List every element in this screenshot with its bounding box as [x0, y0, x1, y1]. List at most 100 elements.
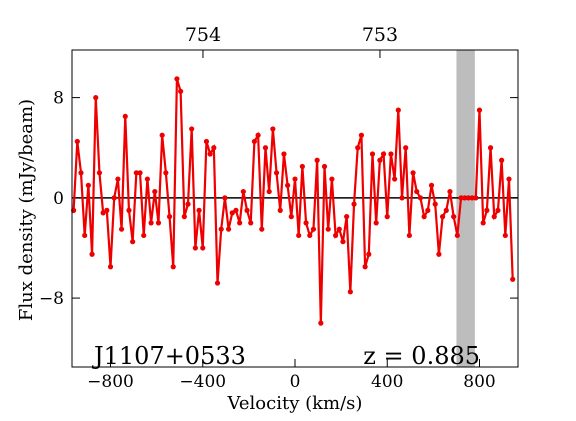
annotation: J1107+0533 [91, 342, 246, 370]
data-point [85, 182, 91, 188]
data-point [259, 226, 265, 232]
y-axis-label: Flux density (mJy/beam) [16, 99, 37, 321]
plot-frame [71, 49, 519, 368]
data-point [104, 207, 110, 213]
data-point [395, 107, 401, 113]
data-point [203, 138, 210, 145]
data-point [248, 220, 254, 226]
data-point [384, 214, 390, 220]
data-point [325, 226, 331, 232]
data-point [406, 232, 412, 239]
data-point [403, 145, 409, 151]
data-point [462, 195, 468, 201]
data-point [148, 220, 154, 226]
data-point [222, 195, 228, 201]
data-point [200, 245, 206, 251]
data-point [178, 88, 184, 94]
data-point [417, 195, 424, 201]
data-point [277, 207, 283, 213]
data-point [141, 232, 147, 239]
data-point [439, 214, 446, 220]
data-point [355, 145, 361, 151]
data-point [166, 214, 173, 220]
data-point [211, 145, 217, 151]
data-point [181, 214, 187, 220]
data-point [314, 157, 320, 163]
data-point [285, 182, 291, 188]
data-point [107, 264, 114, 270]
data-point [465, 195, 472, 201]
data-point [321, 163, 328, 170]
data-point [93, 95, 99, 101]
data-point [373, 220, 379, 226]
data-point [473, 195, 479, 201]
data-point [133, 170, 139, 176]
data-point [332, 232, 339, 239]
data-point [451, 214, 457, 220]
data-point [410, 170, 416, 176]
data-point [292, 176, 298, 182]
data-point [502, 232, 508, 239]
data-point [237, 220, 243, 226]
data-point [115, 176, 121, 182]
data-point [111, 195, 117, 201]
data-point [392, 176, 398, 182]
data-point [174, 76, 180, 82]
data-point [340, 239, 346, 245]
data-point [163, 170, 169, 176]
data-point [380, 151, 387, 157]
data-point [469, 195, 475, 201]
spectrum-line [72, 78, 514, 324]
data-point [155, 220, 162, 226]
data-point [399, 195, 405, 201]
data-point [377, 157, 383, 163]
data-point [458, 195, 464, 201]
data-point [310, 226, 317, 232]
y-tick-label: −8 [39, 289, 64, 309]
data-point [100, 210, 106, 216]
data-point [369, 151, 376, 157]
data-point [491, 214, 497, 220]
data-point [344, 214, 350, 220]
data-point [144, 176, 151, 182]
data-point [118, 226, 125, 232]
x-tick-label: 400 [371, 372, 403, 392]
x-axis-label: Velocity (km/s) [227, 393, 363, 414]
data-point [192, 245, 198, 251]
x2-tick-label: 754 [185, 24, 221, 46]
data-point [244, 207, 250, 213]
data-point [425, 207, 431, 213]
data-point [229, 210, 235, 216]
data-point [78, 170, 84, 176]
shaded-span [456, 50, 475, 367]
data-point [347, 289, 353, 295]
data-point [307, 232, 313, 239]
data-point [270, 126, 276, 132]
x-tick-label: 800 [463, 372, 495, 392]
data-point [225, 226, 232, 232]
y-tick-label: 8 [53, 89, 64, 109]
data-point [421, 214, 427, 220]
data-point [499, 157, 505, 163]
data-point [362, 264, 368, 270]
data-point [443, 207, 449, 213]
data-point [296, 232, 302, 239]
data-point [214, 280, 221, 286]
data-point [303, 220, 309, 226]
data-point [251, 138, 258, 145]
data-point [329, 176, 335, 182]
data-point [122, 113, 128, 120]
data-point [432, 201, 438, 207]
data-point [82, 232, 88, 239]
data-point [185, 201, 191, 207]
data-point [130, 239, 136, 245]
data-point [358, 132, 365, 138]
data-point [510, 276, 516, 282]
data-point [218, 226, 224, 232]
data-point [89, 251, 95, 257]
data-point [273, 170, 280, 176]
data-point [159, 132, 165, 138]
data-point [126, 207, 132, 213]
data-point [262, 145, 269, 151]
